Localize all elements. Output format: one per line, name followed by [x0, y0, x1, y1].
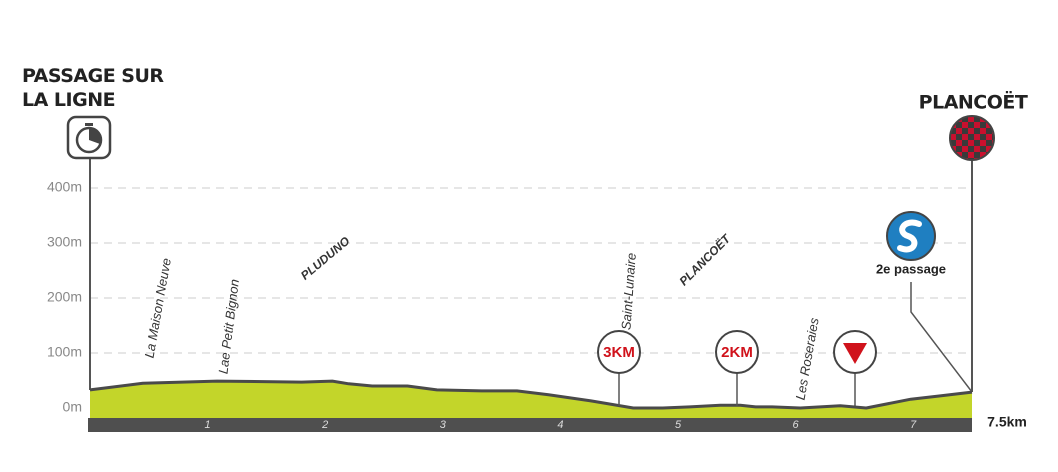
sprint-icon — [886, 211, 973, 393]
km-marker-label: 2KM — [721, 344, 753, 361]
y-tick-label: 100m — [47, 344, 82, 360]
sprint-label: 2e passage — [876, 261, 946, 276]
x-tick-label: 4 — [557, 419, 563, 431]
place-label: PLUDUNO — [298, 233, 353, 282]
x-tick-label: 3 — [440, 419, 447, 431]
profile-line — [89, 379, 973, 410]
x-end-label: 7.5km — [987, 414, 1027, 430]
place-label: PLANCOËT — [676, 230, 734, 288]
start-icon — [66, 115, 112, 390]
x-tick-label: 2 — [321, 419, 328, 431]
km-marker-label: 3KM — [603, 344, 635, 361]
start-label: PASSAGE SUR LA LIGNE — [22, 65, 164, 111]
distance-bar — [88, 418, 972, 432]
place-label: Saint-Lunaire — [618, 252, 638, 330]
place-label: Lae Petit Bignon — [216, 278, 243, 375]
km-marker — [715, 330, 759, 374]
y-tick-label: 300m — [47, 234, 82, 250]
x-tick-label: 1 — [205, 419, 211, 431]
km-marker — [597, 330, 641, 374]
finish-label: PLANCOËT — [919, 90, 1028, 114]
y-tick-label: 200m — [47, 289, 82, 305]
finish-icon — [949, 115, 995, 392]
x-tick-label: 7 — [910, 419, 917, 431]
flamme-rouge — [833, 330, 877, 406]
x-tick-label: 5 — [675, 419, 682, 431]
place-label: La Maison Neuve — [142, 257, 174, 359]
profile-area — [90, 381, 972, 418]
y-tick-label: 0m — [63, 399, 82, 415]
x-tick-label: 6 — [793, 419, 800, 431]
place-label: Les Roseraies — [793, 316, 822, 401]
y-tick-label: 400m — [47, 179, 82, 195]
